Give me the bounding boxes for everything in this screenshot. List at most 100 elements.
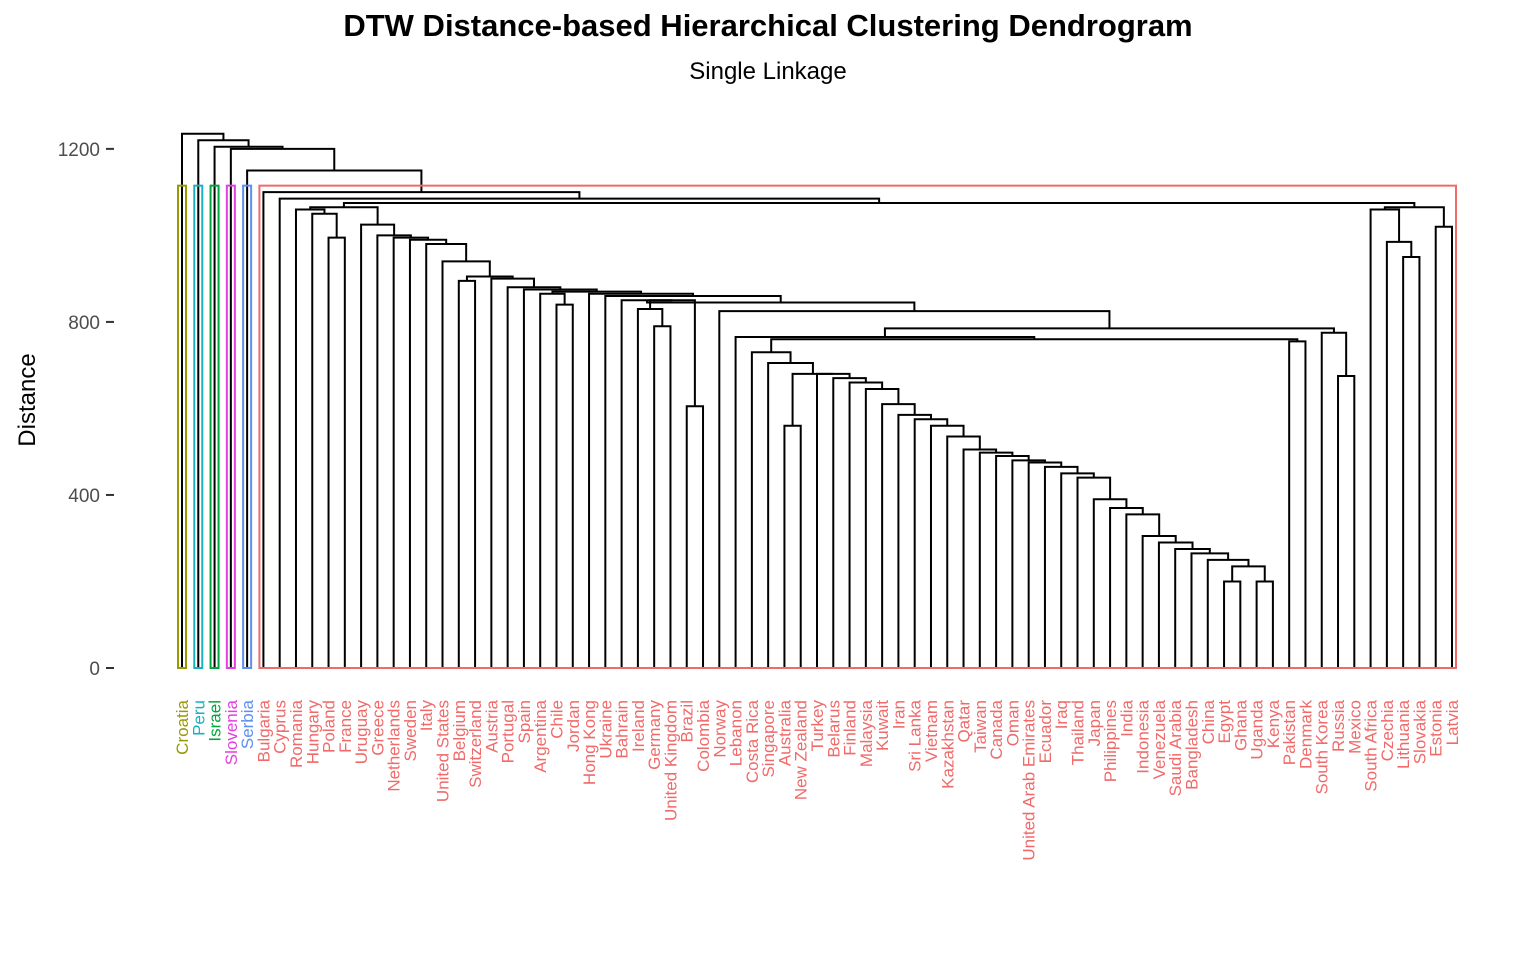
leaf-label: China [1199,699,1218,744]
leaf-label: Iran [889,700,908,729]
dendrogram-branch [1385,240,1413,668]
cluster-rectangle [193,184,204,669]
dendrogram-branch [1337,374,1356,668]
leaf-label: Brazil [678,700,697,743]
y-axis: 0 400 800 1200 [58,140,114,680]
leaf-label: Israel [206,700,225,742]
leaf-label: Egypt [1215,700,1234,744]
leaf-label: United States [434,700,453,802]
leaf-label: Croatia [173,699,192,754]
leaf-label: Ecuador [1036,700,1055,764]
dendrogram-branch [213,145,284,668]
dendrogram-branch [1206,558,1250,668]
leaf-label: Malaysia [857,699,876,767]
leaf-label: Serbia [238,699,257,749]
dendrogram-branch [506,286,562,668]
leaf-label: Netherlands [385,700,404,792]
leaf-label: Kazakhstan [938,700,957,789]
leaf-label: Venezuela [1150,699,1169,779]
leaf-label: Canada [987,699,1006,759]
leaf-label: Slovenia [222,699,241,765]
dendrogram-branch [197,139,250,668]
cluster-rectangle [258,184,1457,669]
leaf-label: Portugal [499,700,518,763]
dendrogram-branch [1190,552,1230,668]
chart-title: DTW Distance-based Hierarchical Clusteri… [343,8,1193,43]
dendrogram-branch [1320,331,1348,668]
dendrogram-branch [246,169,423,668]
leaf-label: Jordan [564,700,583,752]
leaf-label: Mexico [1345,700,1364,754]
leaf-label: Kuwait [873,700,892,751]
dendrogram-branch [311,212,338,668]
leaf-label: Czechia [1378,699,1397,761]
leaf-label: Poland [320,700,339,753]
leaf-label: Greece [368,700,387,756]
dendrogram-branch [555,303,574,668]
dendrogram-branch [327,236,346,668]
leaf-label: Sweden [401,700,420,761]
leaf-label: Denmark [1296,700,1315,769]
leaf-label: Vietnam [922,700,941,762]
dendrogram-branch [649,299,696,407]
dendrogram-branch [278,197,881,668]
leaf-label: Iraq [1052,700,1071,729]
leaf-label: Saudi Arabia [1166,699,1185,796]
leaf-label: Australia [775,699,794,766]
leaf-label: Peru [189,700,208,736]
leaf-label: Austria [482,699,501,752]
leaf-label: Lebanon [727,700,746,766]
dendrogram-branch [1174,548,1211,668]
dendrogram-branch [1369,208,1401,668]
leaf-label: Thailand [1069,700,1088,765]
leaf-label: Switzerland [466,700,485,788]
dendrogram-branch [262,191,581,668]
dendrogram-branch [620,299,673,668]
dendrogram-branch [1434,225,1453,668]
dendrogram-branch [1288,340,1307,668]
leaf-label: Qatar [955,700,974,743]
cluster-rectangles [177,184,1457,669]
leaf-label: Colombia [694,699,713,771]
leaf-label: Uruguay [352,700,371,765]
dendrogram-branches [181,132,1453,668]
dendrogram-branch [522,288,598,668]
dendrogram-branch [490,277,535,668]
y-tick-label: 800 [68,313,100,334]
dendrogram-branch [1402,256,1421,668]
dendrogram-branch [770,338,1299,353]
leaf-label: Oman [1003,700,1022,746]
leaf-label: Sri Lanka [906,699,925,771]
leaf-label: Ukraine [596,700,615,759]
dendrogram-branch [1255,580,1274,668]
leaf-label: Bulgaria [254,699,273,762]
leaf-label: Kenya [1264,699,1283,748]
leaf-label: Italy [417,700,436,732]
dendrogram-branch [636,307,664,668]
leaf-label: Estonia [1427,699,1446,756]
leaf-label: Turkey [808,700,827,752]
leaf-label: United Arab Emirates [1020,700,1039,861]
y-tick-label: 400 [68,486,100,507]
dendrogram-branch [685,405,705,668]
leaf-label: Philippines [1101,700,1120,782]
cluster-rectangle [177,184,187,669]
leaf-label: Finland [841,700,860,756]
leaf-label: South Africa [1362,699,1381,791]
dendrogram-branch [791,372,834,426]
cluster-rectangle [225,184,236,669]
leaf-label: South Korea [1313,699,1332,794]
leaf-label: Argentina [531,699,550,772]
chart-subtitle: Single Linkage [689,58,847,85]
leaf-label: Bahrain [613,700,632,759]
leaf-label: Belarus [824,700,843,758]
leaf-label: Ghana [1231,699,1250,751]
dendrogram-branch [783,424,802,668]
leaf-label: India [1117,699,1136,736]
leaf-label: Belgium [450,700,469,761]
dendrogram-branch [1231,565,1266,582]
dendrogram-branch [883,327,1335,338]
leaf-label: Germany [645,700,664,770]
